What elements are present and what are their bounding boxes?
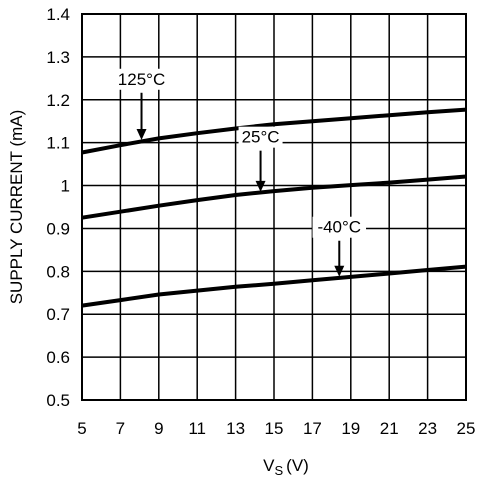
x-tick-label: 23 (418, 419, 437, 438)
annotations: 125°C 25°C -40°C (114, 68, 367, 277)
annotation-label-bg (238, 126, 283, 148)
annotation-arrow-head (136, 128, 147, 140)
annotation-label: -40°C (317, 218, 361, 237)
x-tick-label: 11 (188, 419, 206, 438)
annotation-arrow-head (334, 265, 345, 277)
annotation-label: 25°C (242, 128, 280, 147)
x-axis-label-subscript: S (275, 463, 284, 478)
annotation-arrow-head (255, 180, 266, 192)
y-tick-label: 1 (61, 177, 70, 196)
annotation-2: -40°C (312, 216, 367, 277)
y-tick-label: 1.3 (46, 48, 70, 67)
annotation-0: 125°C (114, 68, 169, 140)
y-tick-label: 1.1 (46, 134, 70, 153)
annotation-1: 25°C (238, 126, 283, 192)
x-tick-label: 21 (380, 419, 399, 438)
x-tick-label: 19 (341, 419, 360, 438)
annotation-label-bg (312, 216, 367, 238)
x-tick-label: 15 (265, 419, 284, 438)
x-tick-label: 9 (154, 419, 163, 438)
annotation-label-bg (114, 68, 169, 90)
x-tick-label: 5 (77, 419, 86, 438)
y-tick-label: 0.8 (46, 262, 70, 281)
y-tick-label: 0.6 (46, 348, 70, 367)
x-tick-label: 17 (303, 419, 322, 438)
y-axis-label: SUPPLY CURRENT (mA) (7, 110, 26, 305)
x-tick-labels: 5 7 9 11 13 15 17 19 21 23 25 (77, 419, 475, 438)
y-tick-labels: 0.5 0.6 0.7 0.8 0.9 1 1.1 1.2 1.3 1.4 (46, 5, 70, 410)
annotation-label: 125°C (118, 70, 165, 89)
x-axis-label-unit: (V) (286, 456, 309, 475)
y-tick-label: 1.4 (46, 5, 70, 24)
series-lines (81, 107, 467, 308)
series-line-0 (81, 107, 467, 155)
x-tick-label: 7 (116, 419, 125, 438)
series-line-2 (81, 264, 467, 308)
x-tick-label: 13 (226, 419, 245, 438)
x-tick-label: 25 (457, 419, 476, 438)
y-tick-label: 0.5 (46, 391, 70, 410)
y-tick-label: 1.2 (46, 91, 70, 110)
y-tick-label: 0.9 (46, 219, 70, 238)
y-tick-label: 0.7 (46, 305, 70, 324)
series-line-1 (81, 174, 467, 220)
x-axis-label-main: V (263, 456, 275, 475)
x-axis-label: VS (V) (263, 456, 309, 478)
plot-frame (81, 13, 467, 401)
